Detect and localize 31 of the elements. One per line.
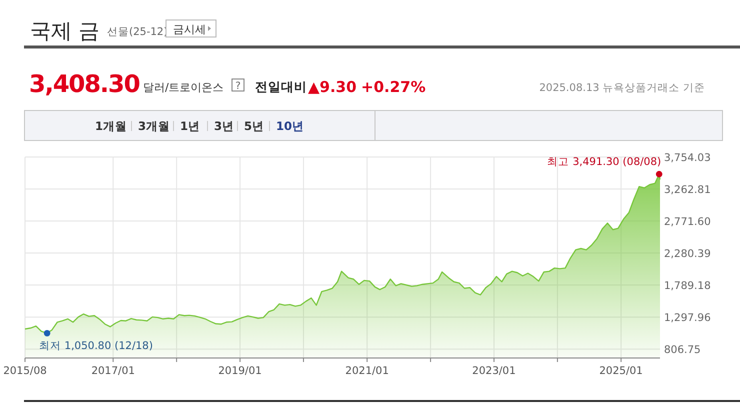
text: 3개월 xyxy=(138,119,170,133)
x-tick-label: 2015/08 xyxy=(3,365,47,377)
y-tick-label: 3,262.81 xyxy=(664,184,711,196)
text: 전일대비 xyxy=(255,79,307,94)
y-tick-label: 1,789.18 xyxy=(664,280,711,292)
text: 3,408.30 xyxy=(29,70,140,98)
text: ▲9.30 xyxy=(308,78,357,96)
x-tick-label: 2025/01 xyxy=(599,365,643,377)
x-tick-label: 2017/01 xyxy=(91,365,135,377)
chart-title: 국제 금 xyxy=(30,19,100,43)
chart-subtitle: 선물(25-12) xyxy=(107,26,168,38)
y-tick-label: 2,771.60 xyxy=(664,216,711,228)
text: 1개월 xyxy=(95,119,128,133)
text: 3년 xyxy=(214,119,234,133)
text: 2025.08.13 뉴욕상품거래소 기준 xyxy=(539,82,705,94)
y-tick-label: 3,754.03 xyxy=(664,152,711,164)
y-tick-label: 2,280.39 xyxy=(664,248,711,260)
text: 5년 xyxy=(244,119,264,133)
text: +0.27% xyxy=(361,78,426,96)
text: 10년 xyxy=(276,119,304,133)
text: 달러/트로이온스 xyxy=(143,81,224,94)
text: 금시세 xyxy=(173,23,206,36)
x-tick-label: 2019/01 xyxy=(218,365,262,377)
text: 1년 xyxy=(180,119,200,133)
y-tick-label: 1,297.96 xyxy=(664,312,712,324)
annotation: 최저 1,050.80 (12/18) xyxy=(39,340,153,352)
annotation: 최고 3,491.30 (08/08) xyxy=(547,156,662,168)
text: ? xyxy=(235,81,241,92)
x-tick-label: 2021/01 xyxy=(345,365,389,377)
x-tick-label: 2023/01 xyxy=(472,365,516,377)
y-tick-label: 806.75 xyxy=(664,344,701,356)
